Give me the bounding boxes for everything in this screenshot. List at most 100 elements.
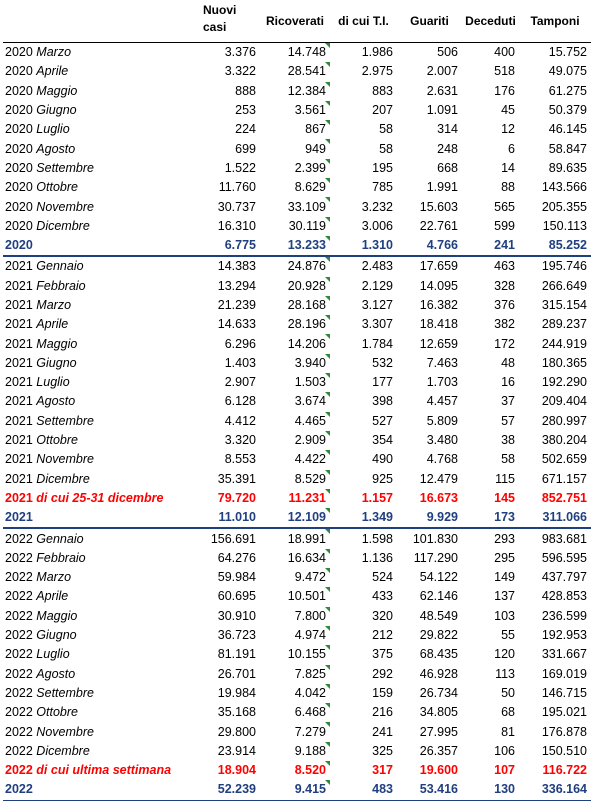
row-period-label: 2020 Settembre [3,159,191,178]
cell-deceduti: 6 [508,141,515,156]
cell-nuovi-casi: 60.695 [217,589,256,604]
cell-guariti: 4.457 [426,394,458,409]
row-year: 2020 [5,180,33,195]
cell-nuovi-casi: 224 [235,122,256,137]
row-month: Ottobre [36,705,78,720]
cell-tamponi: 671.157 [541,471,587,486]
week-label: 2022 di cui ultima settimana [3,761,191,780]
cell-ricoverati: 24.876 [260,255,330,277]
cell-deceduti: 382 [494,317,515,332]
table-row: 2022 Ottobre 35.168 6.468 216 34.805 68 195.02… [3,703,591,722]
row-period-label: 2020 Novembre [3,197,191,216]
row-period-label: 2022 Febbraio [3,549,191,568]
cell-tamponi: 15.752 [519,42,591,63]
cell-deceduti: 145 [494,490,515,505]
cell-tamponi: 169.019 [541,666,587,681]
cell-ricoverati: 4.422 [260,450,330,469]
header-tamponi: Tamponi [530,13,580,28]
cell-terapia-intensiva: 1.310 [330,235,397,258]
row-month: Agosto [36,666,76,681]
cell-deceduti: 565 [494,199,515,214]
cell-guariti: 16.673 [419,490,458,505]
cell-terapia-intensiva: 925 [372,471,393,486]
row-year: 2021 [5,471,33,486]
cell-tamponi: 331.667 [541,647,587,662]
cell-nuovi-casi: 13.294 [217,278,256,293]
cell-guariti: 1.991 [426,180,458,195]
cell-guariti: 68.435 [419,647,458,662]
row-year: 2021 [5,413,33,428]
table-row: 2022 Marzo 59.984 9.472 524 54.122 149 437.797 [3,568,591,587]
cell-tamponi: 150.510 [541,743,587,758]
weekly-subtotal-row: 2022 di cui ultima settimana 18.904 8.520 3… [3,760,591,780]
table-row: 2022 Febbraio 64.276 16.634 1.136 117.290 295… [3,548,591,568]
table-row: 2020 Luglio 224 867 58 314 12 46.145 [3,120,591,139]
cell-terapia-intensiva: 216 [372,705,393,720]
cell-terapia-intensiva: 1.136 [361,550,393,565]
cell-terapia-intensiva: 2.975 [361,64,393,79]
row-year: 2022 [5,724,33,739]
row-month: Agosto [36,141,76,156]
cell-nuovi-casi: 6.296 [224,336,256,351]
cell-ricoverati: 4.974 [260,625,330,645]
table-row: 2020 Giugno 253 3.561 207 1.091 45 50.379 [3,100,591,120]
cell-deceduti: 55 [501,628,515,643]
row-month: Settembre [36,685,94,700]
cell-guariti: 15.603 [419,199,458,214]
row-month: Novembre [36,452,94,467]
cell-tamponi: 428.853 [541,589,587,604]
cell-guariti: 18.418 [419,317,458,332]
cell-deceduti: 45 [501,103,515,118]
header-row: Nuovi casi Ricoverati di cui T.I. Guarit… [3,0,591,43]
cell-ricoverati: 13.233 [260,235,330,258]
cell-deceduti: 293 [462,527,519,549]
row-period-label: 2022 Giugno [3,626,191,645]
year-total-row: 2022 52.239 9.415 483 53.416 130 336.164 [3,780,591,801]
table-row: 2022 Agosto 26.701 7.825 292 46.928 113 169.01… [3,664,591,684]
cell-ricoverati: 8.529 [260,469,330,489]
cell-ricoverati: 949 [260,139,330,158]
table-row: 2021 Dicembre 35.391 8.529 925 12.479 115 671.… [3,469,591,489]
row-period-label: 2022 Maggio [3,607,191,626]
cell-guariti: 5.809 [426,413,458,428]
cell-deceduti: 400 [462,42,519,63]
row-period-label: 2020 Aprile [3,62,191,81]
cell-guariti: 17.659 [397,255,462,277]
row-period-label: 2022 Gennaio [3,527,191,549]
cell-ricoverati: 14.748 [260,42,330,63]
table-row: 2021 Febbraio 13.294 20.928 2.129 14.095 328 2… [3,276,591,296]
week-year: 2021 [5,490,33,505]
cell-terapia-intensiva: 490 [372,452,393,467]
row-year: 2020 [5,83,33,98]
row-period-label: 2021 Marzo [3,296,191,315]
cell-terapia-intensiva: 2.483 [330,255,397,277]
table-row: 2020 Novembre 30.737 33.109 3.232 15.603 565 2… [3,197,591,216]
row-period-label: 2020 Dicembre [3,217,191,236]
cell-terapia-intensiva: 3.232 [361,199,393,214]
cell-ricoverati: 3.674 [260,392,330,411]
cell-tamponi: 315.154 [541,298,587,312]
cell-terapia-intensiva: 524 [372,570,393,585]
cell-ricoverati: 9.188 [260,741,330,761]
cell-ricoverati: 28.168 [260,295,330,315]
cell-tamponi: 380.204 [541,433,587,448]
cell-ricoverati: 9.472 [260,568,330,587]
cell-deceduti: 14 [501,160,515,175]
cell-terapia-intensiva: 532 [372,355,393,370]
cell-tamponi: 502.659 [541,452,587,467]
header-nuovi-casi: Nuovi casi [203,3,237,34]
cell-deceduti: 518 [494,64,515,79]
cell-guariti: 1.091 [426,103,458,118]
cell-tamponi: 180.365 [541,355,587,370]
cell-guariti: 4.768 [426,452,458,467]
table-row: 2021 Luglio 2.907 1.503 177 1.703 16 192.290 [3,373,591,392]
table-row: 2021 Settembre 4.412 4.465 527 5.809 57 280.99… [3,411,591,431]
cell-nuovi-casi: 21.239 [217,298,256,312]
cell-ricoverati: 12.109 [260,508,330,530]
cell-guariti: 62.146 [419,589,458,604]
cell-ricoverati: 7.279 [260,722,330,741]
cell-nuovi-casi: 3.322 [224,64,256,79]
cell-deceduti: 115 [495,471,515,486]
row-month: Aprile [36,64,69,79]
